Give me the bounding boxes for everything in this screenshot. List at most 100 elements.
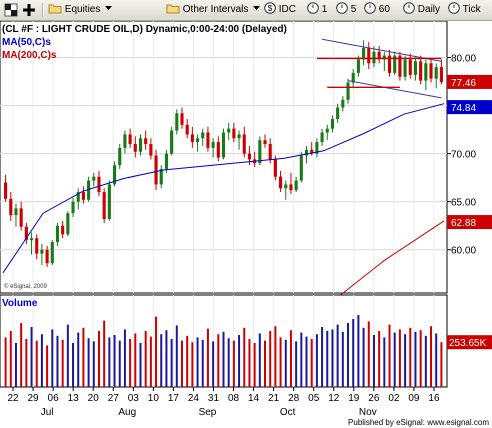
candle-body (216, 142, 220, 158)
candle-body (61, 225, 65, 235)
candle-body (50, 242, 54, 264)
volume-bar (196, 337, 199, 387)
volume-bar (118, 340, 121, 387)
volume-bar (372, 335, 375, 387)
ma200-line (324, 220, 445, 308)
volume-bar (264, 340, 267, 387)
interval-60-label: 60 (378, 4, 390, 15)
candle-body (102, 192, 106, 219)
candle-body (419, 61, 423, 81)
candle-body (66, 213, 70, 235)
candle-body (196, 138, 200, 143)
volume-bar (186, 335, 189, 387)
candle-body (341, 99, 345, 108)
interval-60-button[interactable]: 60 (364, 2, 390, 18)
candle-body (206, 132, 210, 148)
grid-icon[interactable] (4, 3, 18, 17)
clock-icon (448, 2, 460, 14)
volume-bar (149, 336, 152, 387)
candle-body (180, 113, 184, 125)
plus-button[interactable] (22, 3, 36, 17)
folder-icon (48, 4, 62, 14)
volume-bar (419, 330, 422, 387)
x-day-label: 29 (28, 393, 40, 404)
candle-body (35, 238, 39, 254)
other-intervals-button[interactable]: Other Intervals (166, 2, 261, 18)
volume-bar (97, 331, 100, 387)
volume-bar (212, 341, 215, 387)
volume-bar (341, 331, 344, 387)
volume-bar (155, 316, 158, 387)
symbol-legend: (CL #F : LIGHT CRUDE OIL,D) Dynamic,0:00… (2, 24, 287, 35)
volume-bar (4, 337, 7, 387)
volume-tag-label: 253.65K (449, 338, 487, 349)
volume-bar (35, 340, 38, 387)
candle-body (289, 184, 293, 191)
upper-trendline (321, 38, 442, 62)
interval-5-label: 5 (350, 4, 357, 15)
volume-bar (424, 335, 427, 387)
interval-tick-button[interactable]: Tick (448, 2, 481, 18)
candle-body (336, 107, 340, 120)
volume-bar (279, 337, 282, 387)
x-day-label: 26 (368, 393, 380, 404)
interval-1-button[interactable]: 1 (307, 2, 327, 18)
price-tick-label: 60.00 (451, 246, 476, 257)
volume-bar (87, 338, 90, 387)
volume-bar (440, 342, 443, 387)
volume-bar (61, 339, 64, 387)
candle-body (242, 134, 246, 154)
volume-bar (295, 341, 298, 387)
price-tag-bg (447, 74, 492, 89)
volume-bar (336, 324, 339, 387)
x-day-label: 08 (228, 393, 240, 404)
candle-body (149, 144, 153, 156)
x-month-label: Aug (118, 407, 136, 418)
candle-body (356, 59, 360, 73)
candle-body (55, 225, 60, 243)
x-day-label: 16 (428, 393, 440, 404)
volume-bar (82, 327, 85, 387)
candle-body (190, 134, 194, 143)
volume-bar (258, 333, 261, 387)
interval-idc-button[interactable]: $ IDC (264, 2, 296, 18)
candle-body (227, 128, 231, 133)
candle-body (45, 249, 49, 264)
equities-button[interactable]: Equities (48, 2, 113, 18)
interval-daily-button[interactable]: Daily (403, 2, 440, 18)
x-month-label: Sep (199, 407, 217, 418)
volume-bar (77, 332, 80, 387)
volume-bar (92, 341, 95, 387)
volume-bar (274, 326, 277, 387)
folder-icon (166, 4, 180, 14)
candle-body (123, 134, 127, 148)
volume-bar (331, 329, 334, 387)
volume-bar (113, 335, 116, 387)
x-day-label: 06 (48, 393, 60, 404)
volume-tag: 253.65K (447, 335, 492, 350)
candle-body (268, 144, 272, 160)
candle-body (403, 59, 407, 77)
volume-bar (123, 329, 126, 387)
volume-bar (66, 324, 69, 387)
volume-bar (404, 334, 407, 387)
clock-icon (307, 2, 319, 14)
volume-bar (284, 339, 287, 387)
volume-bar (393, 332, 396, 387)
candle-body (377, 51, 381, 60)
volume-bar (129, 339, 132, 387)
candle-body (175, 113, 179, 131)
candle-body (310, 149, 314, 154)
volume-legend: Volume (2, 298, 38, 309)
x-day-label: 20 (88, 393, 100, 404)
candle-body (263, 140, 267, 145)
candle-body (362, 47, 366, 60)
volume-bar (217, 334, 220, 387)
volume-bar (227, 338, 230, 387)
volume-bar (46, 345, 49, 387)
interval-5-button[interactable]: 5 (336, 2, 356, 18)
candle-body (434, 67, 438, 79)
candle-body (424, 63, 428, 81)
candle-body (211, 142, 215, 148)
candle-body (330, 119, 335, 129)
